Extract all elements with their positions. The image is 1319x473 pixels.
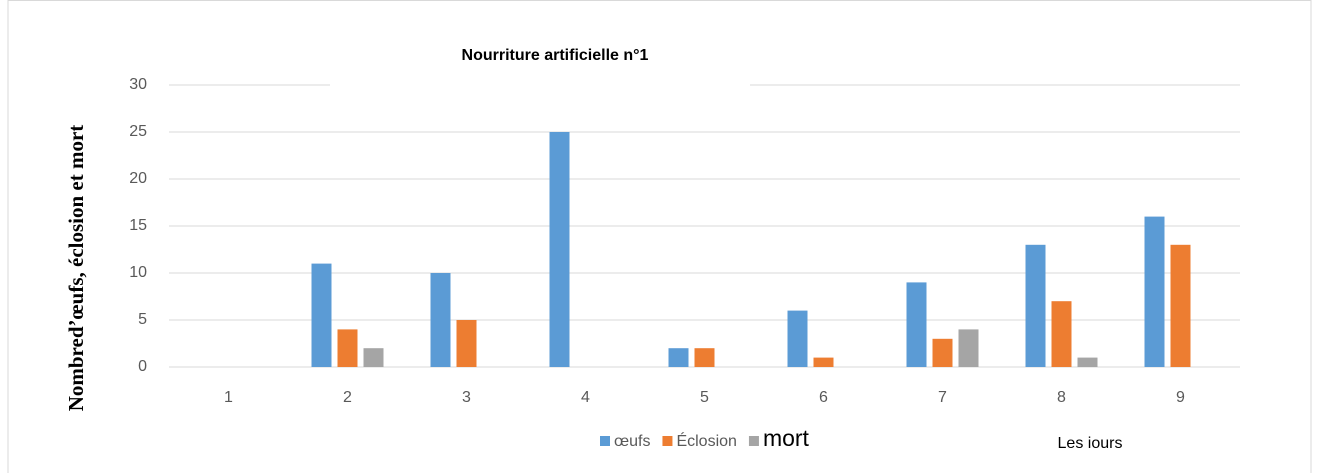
x-tick-label: 2 (343, 389, 352, 406)
bar (549, 132, 570, 367)
title-background (330, 60, 750, 100)
bar (311, 263, 332, 367)
x-tick-label: 1 (224, 389, 233, 406)
x-axis-label: Les iours (1058, 435, 1123, 452)
bar (337, 329, 358, 367)
legend-label: Éclosion (676, 431, 736, 450)
legend-label: mort (763, 425, 810, 451)
chart-title: Nourriture artificielle n°1 (462, 47, 649, 64)
bar (430, 273, 451, 367)
bar (363, 348, 384, 367)
bar (932, 338, 953, 367)
x-tick-label: 8 (1057, 389, 1066, 406)
bar (668, 348, 689, 367)
bar (1144, 216, 1165, 367)
bar (1025, 244, 1046, 367)
bar (906, 282, 927, 367)
legend-swatch (600, 436, 610, 446)
y-tick-label: 20 (129, 170, 147, 187)
bar (694, 348, 715, 367)
x-tick-label: 7 (938, 389, 947, 406)
y-tick-label: 10 (129, 264, 147, 281)
bar (813, 357, 834, 367)
bar (1051, 301, 1072, 367)
y-tick-label: 15 (129, 217, 147, 234)
y-tick-label: 25 (129, 123, 147, 140)
x-tick-label: 9 (1176, 389, 1185, 406)
y-axis-label: Nombred’œufs, éclosion et mort (64, 125, 88, 412)
legend-swatch (662, 436, 673, 446)
bar (958, 329, 979, 367)
x-tick-label: 4 (581, 389, 590, 406)
y-tick-label: 30 (129, 76, 147, 93)
y-tick-label: 0 (138, 358, 147, 375)
x-tick-label: 6 (819, 389, 828, 406)
bar (456, 320, 477, 367)
x-tick-label: 5 (700, 389, 709, 406)
bar (1170, 244, 1191, 367)
bar (787, 310, 808, 367)
bar (1077, 357, 1098, 367)
legend-swatch (748, 436, 759, 446)
y-tick-label: 5 (138, 311, 147, 328)
legend-label: œufs (614, 433, 650, 450)
x-tick-label: 3 (462, 389, 471, 406)
